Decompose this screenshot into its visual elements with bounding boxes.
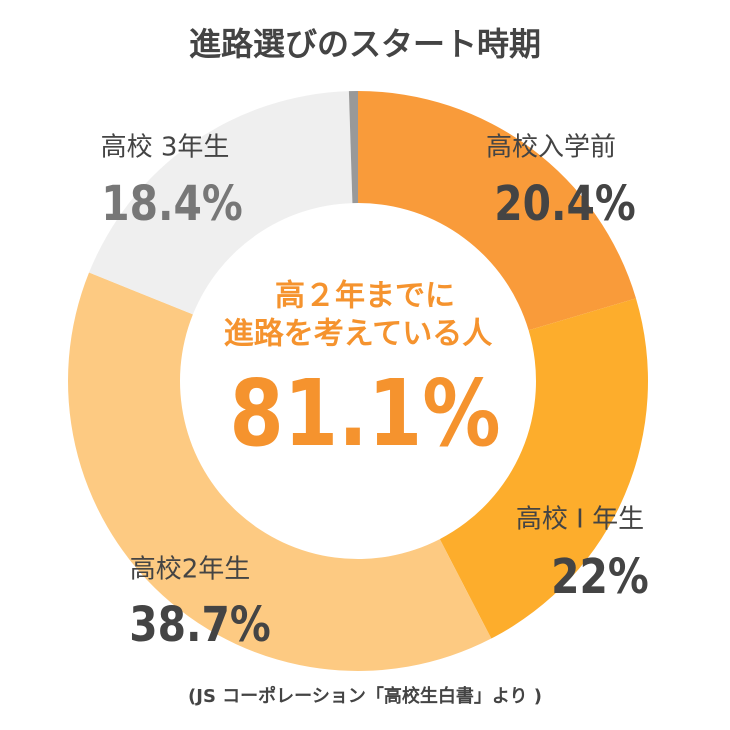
slice-value-label: 22% [551,549,649,605]
center-text: 進路を考えている人 [224,317,493,352]
center-text: 高２年までに [275,279,455,314]
slice-value-label: 20.4% [494,176,636,232]
slice [89,91,353,315]
slice-label: 高校 3年生 [101,133,230,163]
slice-value-label: 38.7% [129,597,271,653]
slice-label: 高校2年生 [130,555,251,585]
chart-title: 進路選びのスタート時期 [189,25,541,63]
slice-label: 高校入学前 [486,133,616,163]
slice [439,298,649,639]
slice-label: 高校 I 年生 [516,505,644,535]
slice [348,91,358,204]
slice [67,272,492,671]
slices [67,91,649,671]
center-value: 81.1% [229,361,500,468]
source-note: (JS コーポレーション「高校生白書」より ) [188,685,542,707]
slice-value-label: 18.4% [101,176,243,232]
slice [358,91,636,331]
